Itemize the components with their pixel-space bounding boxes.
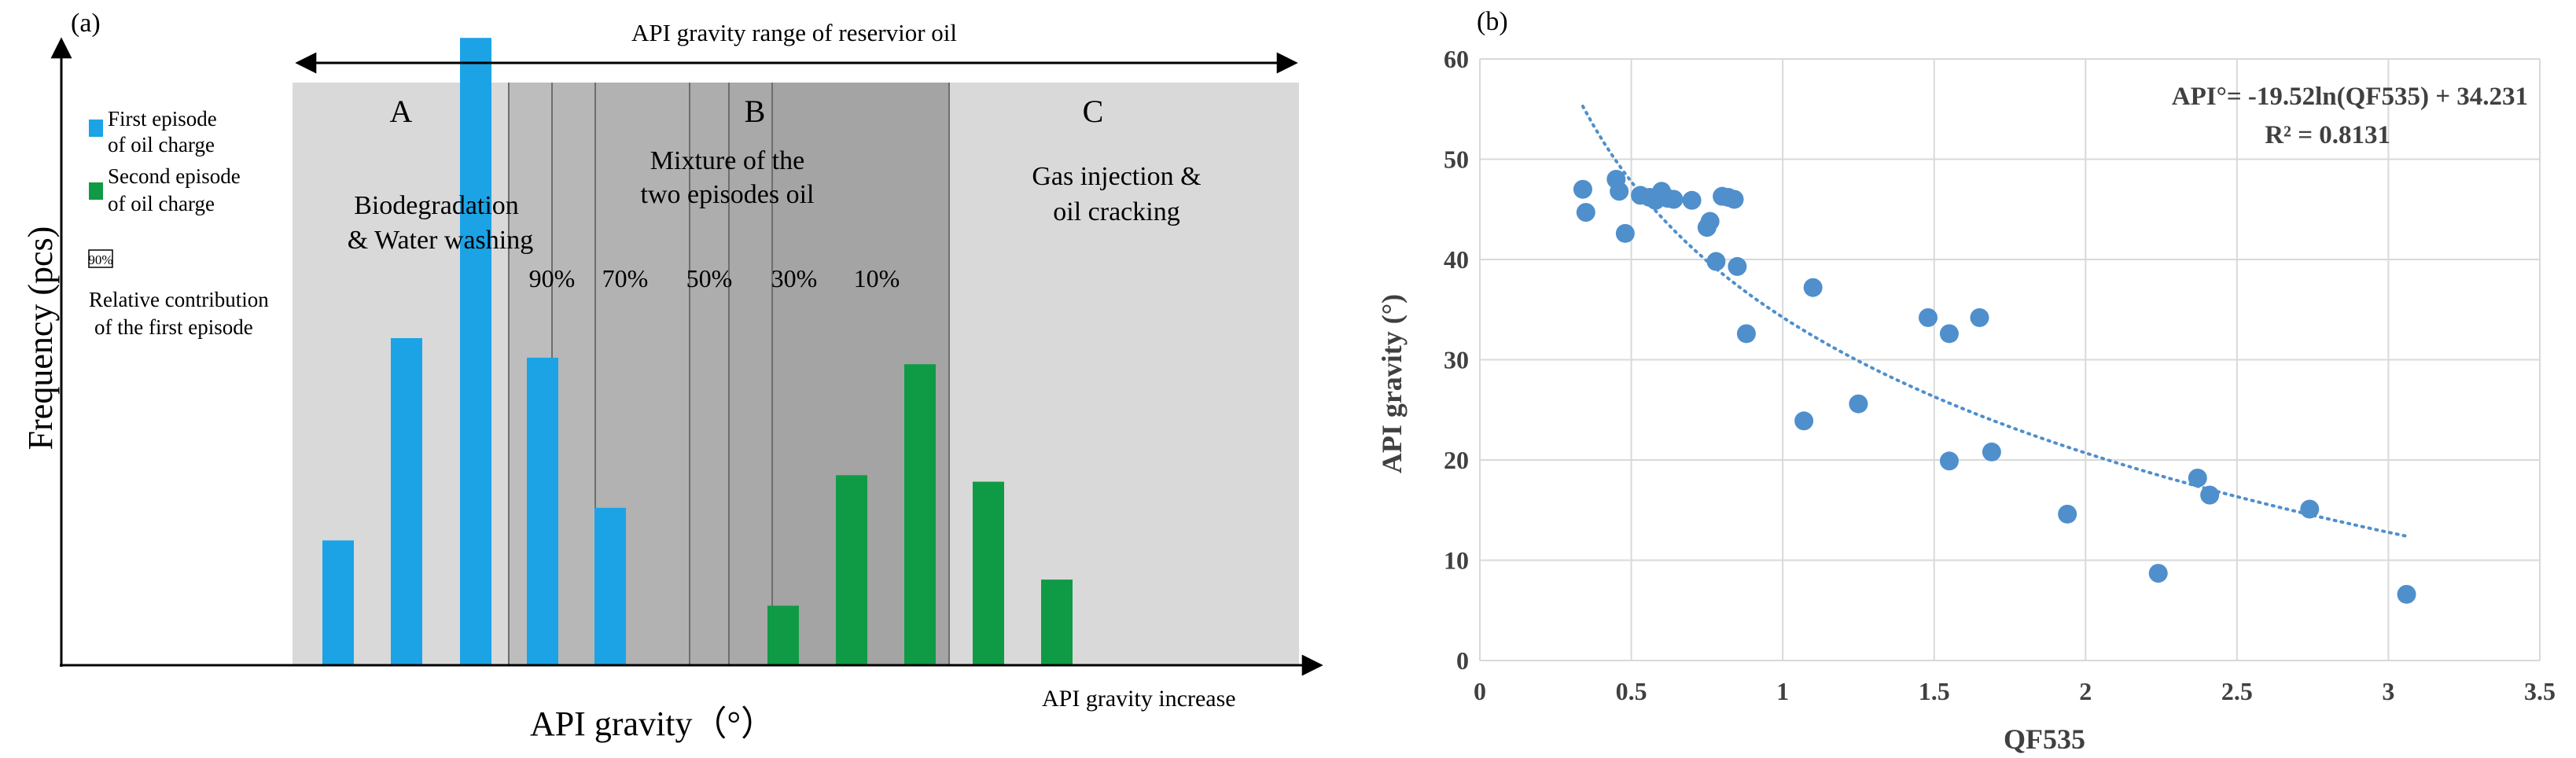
mix-percent-30: 30% (771, 264, 818, 293)
y-axis-label-a: Frequency (pcs) (21, 226, 60, 451)
bar-second-episode (836, 475, 867, 664)
x-tick-label: 1.5 (1919, 677, 1950, 705)
zone-b-label: B (745, 94, 766, 129)
data-point (1724, 190, 1744, 209)
gridlines (1479, 58, 2541, 661)
legend-label-first-line1: First episode (108, 107, 217, 131)
trendline (1581, 105, 2409, 538)
bar-second-episode (767, 605, 799, 664)
data-point (1664, 190, 1684, 209)
zone-c-desc-line2: oil cracking (1053, 197, 1179, 226)
y-tick-label: 30 (1444, 346, 1469, 374)
y-tick-label: 50 (1444, 145, 1469, 174)
panel-a-label: (a) (71, 9, 101, 38)
zone-a-desc-line1: Biodegradation (354, 191, 519, 220)
x-tick-label: 3 (2382, 677, 2394, 705)
legend-swatch-first (89, 120, 103, 137)
legend-box-desc-line1: Relative contribution (89, 288, 269, 311)
zone-c-desc-line1: Gas injection & (1032, 162, 1201, 191)
legend-label-first-line2: of oil charge (108, 133, 215, 156)
panel-b-label: (b) (1477, 7, 1508, 36)
bar-first-episode (391, 338, 422, 664)
y-tick-label: 60 (1444, 45, 1469, 73)
bar-second-episode (973, 481, 1004, 664)
data-point (1736, 324, 1756, 344)
legend-swatch-second (89, 182, 103, 200)
y-tick-label: 20 (1444, 446, 1469, 474)
x-tick-label: 3.5 (2524, 677, 2556, 705)
zone-b-band-4 (690, 83, 729, 664)
zone-a-label: A (390, 94, 413, 129)
data-point (1700, 212, 1720, 231)
data-point (1939, 324, 1959, 344)
data-point (1610, 182, 1629, 201)
y-axis-label-b: API gravity (°) (1376, 294, 1408, 473)
mix-percent-50: 50% (686, 264, 733, 293)
x-arrow-label: API gravity increase (1042, 686, 1236, 712)
x-tick-label: 2.5 (2221, 677, 2253, 705)
zone-b-desc-line1: Mixture of the (650, 146, 804, 175)
data-point (2200, 485, 2220, 505)
zone-b-band-2 (552, 83, 595, 664)
x-tick-label: 0 (1474, 677, 1486, 705)
zone-c-label: C (1083, 94, 1104, 129)
zone-c-background (949, 83, 1299, 664)
data-point (2188, 468, 2207, 488)
data-point (1803, 278, 1823, 297)
legend-label-second-line2: of oil charge (108, 192, 215, 215)
zone-a-desc-line2: & Water washing (348, 226, 533, 255)
bar-first-episode (322, 540, 354, 664)
scatter-points (1573, 170, 2416, 604)
data-point (1573, 179, 1592, 199)
x-axis-label-b: QF535 (2004, 723, 2085, 755)
data-point (2148, 564, 2168, 583)
x-tick-label: 1 (1776, 677, 1789, 705)
bar-first-episode (527, 357, 558, 664)
data-point (2300, 499, 2320, 519)
mix-percent-10: 10% (854, 264, 900, 293)
bar-first-episode (460, 38, 491, 664)
x-axis-label-a: API gravity（°） (530, 705, 775, 743)
x-tick-label: 2 (2079, 677, 2092, 705)
x-tick-label: 0.5 (1616, 677, 1647, 705)
data-point (1919, 307, 1938, 327)
y-tick-label: 10 (1444, 546, 1469, 575)
bar-second-episode (904, 364, 936, 664)
mix-percent-90: 90% (529, 264, 576, 293)
data-point (1615, 223, 1635, 243)
data-point (1576, 203, 1595, 223)
data-point (1794, 411, 1814, 431)
bar-series-group (322, 38, 1073, 664)
panel-b: (b) 0 0.5 1 1.5 2 2.5 3 3.5 0 10 20 30 40 50 60 API°= … (1376, 7, 2556, 755)
data-point (1706, 252, 1726, 271)
data-point (1939, 451, 1959, 471)
zone-b-band-5 (729, 83, 772, 664)
legend-percent-box (88, 249, 113, 268)
r-squared-label: R² = 0.8131 (2265, 121, 2390, 149)
regression-equation: API°= -19.52ln(QF535) + 34.231 (2172, 83, 2528, 111)
panel-a: API gravity range of reservior oil (a) F… (21, 9, 1323, 743)
data-point (2397, 584, 2416, 604)
data-point (1970, 307, 1989, 327)
mix-percent-70: 70% (602, 264, 649, 293)
tick-labels: 0 0.5 1 1.5 2 2.5 3 3.5 0 10 20 30 40 50 60 (1444, 45, 2556, 705)
data-point (1682, 190, 1702, 210)
range-title: API gravity range of reservior oil (631, 19, 957, 46)
y-tick-label: 0 (1456, 646, 1469, 675)
data-point (2058, 504, 2077, 524)
bar-second-episode (1041, 580, 1073, 664)
data-point (1849, 394, 1868, 414)
legend-label-second-line1: Second episode (108, 164, 241, 188)
legend-percent-box-label: 90% (88, 252, 112, 267)
bar-first-episode (594, 507, 626, 664)
y-tick-label: 40 (1444, 245, 1469, 274)
legend-a: First episode of oil charge Second episo… (88, 107, 269, 339)
legend-box-desc-line2: of the first episode (94, 315, 253, 339)
zone-b-desc-line2: two episodes oil (641, 180, 815, 209)
data-point (1728, 256, 1747, 276)
data-point (1982, 442, 2001, 462)
